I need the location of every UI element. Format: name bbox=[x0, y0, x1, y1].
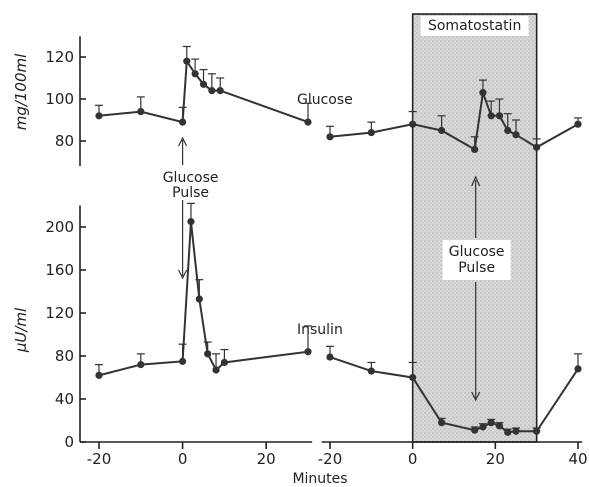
glucose-pulse-label-line: Glucose bbox=[449, 244, 505, 260]
bottom-y-tick-label: 0 bbox=[64, 433, 74, 451]
bottom-data-point bbox=[204, 350, 212, 358]
top-data-point bbox=[409, 120, 417, 128]
bottom-data-point bbox=[533, 427, 541, 435]
somatostatin-label-box bbox=[420, 16, 529, 36]
top-data-point bbox=[326, 133, 334, 141]
bottom-data-point bbox=[179, 357, 187, 365]
bottom-data-point bbox=[409, 373, 417, 382]
top-data-point bbox=[471, 145, 479, 153]
top-data-point bbox=[495, 112, 504, 120]
bottom-data-point bbox=[512, 427, 520, 435]
bottom-data-point bbox=[487, 419, 495, 427]
top-data-point bbox=[183, 57, 191, 65]
bottom-data-point bbox=[220, 358, 228, 367]
top-data-point bbox=[216, 87, 224, 95]
somatostatin-label: Somatostatin bbox=[428, 18, 521, 34]
top-data-point bbox=[137, 108, 145, 116]
glucose-pulse-label-line: Glucose bbox=[163, 170, 219, 186]
top-y-tick-label: 120 bbox=[45, 48, 74, 66]
bottom-data-point bbox=[438, 419, 446, 427]
top-data-point bbox=[304, 118, 312, 126]
bottom-data-point bbox=[479, 423, 487, 431]
x-tick-label: -20 bbox=[87, 450, 112, 468]
x-tick-label: 40 bbox=[568, 450, 587, 468]
top-y-tick-label: 80 bbox=[55, 132, 74, 150]
top-data-point bbox=[438, 126, 446, 135]
bottom-y-tick-label: 80 bbox=[55, 347, 74, 365]
x-axis-label: Minutes bbox=[292, 471, 347, 487]
bottom-y-tick-label: 160 bbox=[45, 261, 74, 279]
bottom-data-point bbox=[187, 218, 195, 226]
bottom-data-point bbox=[574, 365, 582, 373]
glucose-pulse-label-line: Pulse bbox=[458, 260, 495, 276]
pulse-arrowhead-down bbox=[471, 391, 481, 402]
bottom-series-line bbox=[98, 221, 309, 377]
data-marks bbox=[95, 45, 582, 436]
bottom-data-point bbox=[95, 371, 103, 379]
glucose-pulse-label-line: Pulse bbox=[172, 185, 209, 201]
pulse-arrowhead-up bbox=[178, 136, 188, 147]
top-data-point bbox=[479, 89, 487, 97]
bottom-y-tick-label: 200 bbox=[45, 218, 74, 236]
top-data-point bbox=[512, 131, 520, 139]
bottom-y-axis-label: μU/ml bbox=[12, 307, 30, 353]
bottom-data-point bbox=[137, 361, 145, 369]
top-data-point bbox=[533, 143, 541, 151]
bottom-data-point bbox=[195, 295, 203, 303]
bottom-data-point bbox=[212, 366, 220, 374]
top-data-point bbox=[179, 118, 187, 126]
bottom-data-point bbox=[495, 422, 504, 430]
x-tick-label: -20 bbox=[318, 450, 343, 468]
top-data-point bbox=[208, 87, 216, 95]
top-data-point bbox=[191, 70, 199, 78]
bottom-y-tick-label: 120 bbox=[45, 304, 74, 322]
somatostatin-region bbox=[411, 13, 538, 443]
insulin-annotation: Insulin bbox=[297, 322, 343, 338]
bottom-data-point bbox=[326, 353, 334, 361]
glucose-pulse-box bbox=[442, 240, 511, 280]
top-data-point bbox=[95, 112, 103, 120]
x-tick-label: 0 bbox=[408, 450, 418, 468]
pulse-arrowhead-up bbox=[471, 175, 481, 187]
top-data-point bbox=[367, 129, 375, 137]
top-data-point bbox=[199, 80, 208, 88]
x-tick-label: 0 bbox=[178, 450, 188, 468]
axes: 80 100 120 0 40 80 120 160 200 -20 0 20 -20 0 20 40 bbox=[45, 36, 588, 468]
x-tick-label: 20 bbox=[486, 450, 505, 468]
top-y-tick-label: 100 bbox=[45, 90, 74, 108]
top-data-point bbox=[574, 120, 582, 128]
bottom-data-point bbox=[304, 348, 312, 356]
top-data-point bbox=[504, 126, 512, 135]
pulse-arrowhead-down bbox=[178, 269, 188, 280]
bottom-data-point bbox=[504, 428, 512, 436]
top-y-axis-label: mg/100ml bbox=[12, 53, 30, 130]
bottom-y-tick-label: 40 bbox=[55, 390, 74, 408]
top-data-point bbox=[487, 112, 495, 120]
top-series-line bbox=[329, 92, 579, 151]
glucose-annotation: Glucose bbox=[297, 92, 353, 108]
x-tick-label: 20 bbox=[257, 450, 276, 468]
bottom-data-point bbox=[367, 367, 375, 375]
bottom-data-point bbox=[471, 426, 479, 434]
